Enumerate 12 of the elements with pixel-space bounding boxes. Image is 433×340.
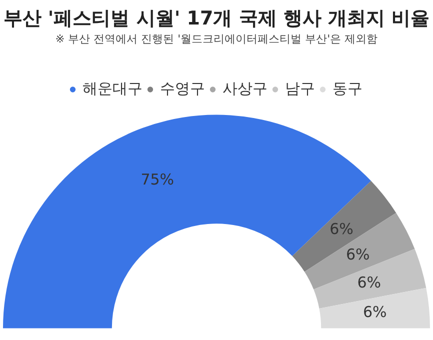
chart-title: 부산 '페스티벌 시월' 17개 국제 행사 개최지 비율 [3, 7, 430, 30]
data-label: 75% [140, 170, 174, 188]
legend-label: 수영구 [160, 79, 205, 98]
data-label: 6% [346, 245, 370, 264]
chart-subtitle: ※ 부산 전역에서 진행된 '월드크리에이터페스티벌 부산'은 제외함 [55, 32, 378, 46]
legend-label: 남구 [284, 79, 315, 98]
legend-label: 사상구 [222, 79, 268, 98]
legend-label: 해운대구 [82, 79, 142, 98]
data-label: 6% [357, 273, 382, 292]
legend-label: 동구 [332, 79, 362, 98]
data-label: 6% [362, 303, 387, 322]
data-label: 6% [330, 220, 354, 238]
